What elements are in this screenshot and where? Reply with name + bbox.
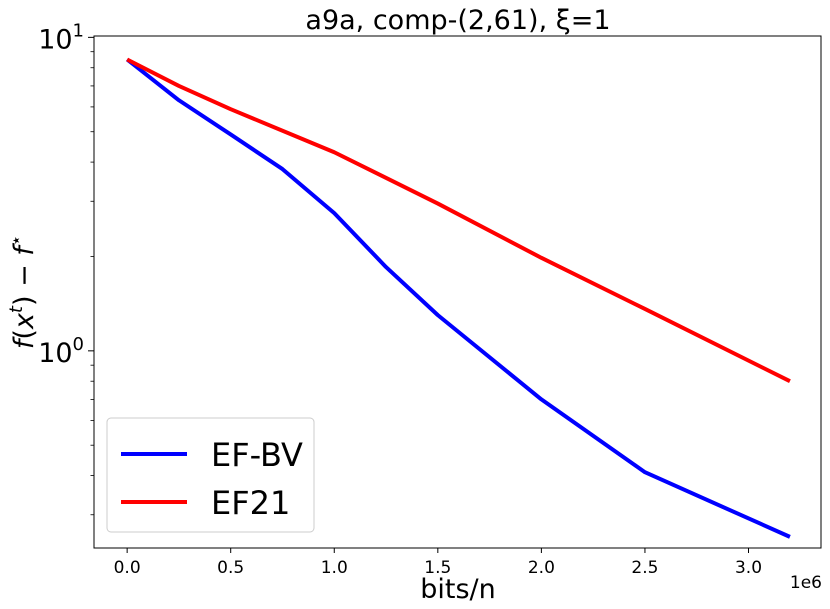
x-axis-offset-label: 1e6 — [790, 573, 822, 593]
x-tick-label: 1.5 — [424, 558, 451, 578]
x-tick-label: 3.0 — [735, 558, 762, 578]
series-line-ef21 — [126, 57, 791, 384]
chart-title: a9a, comp-(2,61), ξ=1 — [305, 5, 610, 36]
series-line-ef-bv — [125, 57, 791, 539]
x-tick-label: 1.0 — [321, 558, 348, 578]
svg-text:f(xt) − f⋆: f(xt) − f⋆ — [6, 235, 40, 349]
x-tick-label: 0.5 — [217, 558, 244, 578]
legend-label-ef21: EF21 — [211, 484, 290, 522]
legend-label-ef-bv: EF-BV — [211, 436, 303, 474]
plot-frame — [93, 35, 822, 549]
x-tick-label: 0.0 — [114, 558, 141, 578]
y-axis-label: f(xt) − f⋆ — [6, 235, 40, 349]
y-tick-label: 101 — [38, 20, 84, 55]
x-axis-label: bits/n — [420, 574, 496, 605]
x-tick-label: 2.0 — [528, 558, 555, 578]
legend: EF-BV EF21 — [106, 417, 315, 533]
y-tick-label: 100 — [38, 334, 84, 369]
x-tick-label: 2.5 — [631, 558, 658, 578]
